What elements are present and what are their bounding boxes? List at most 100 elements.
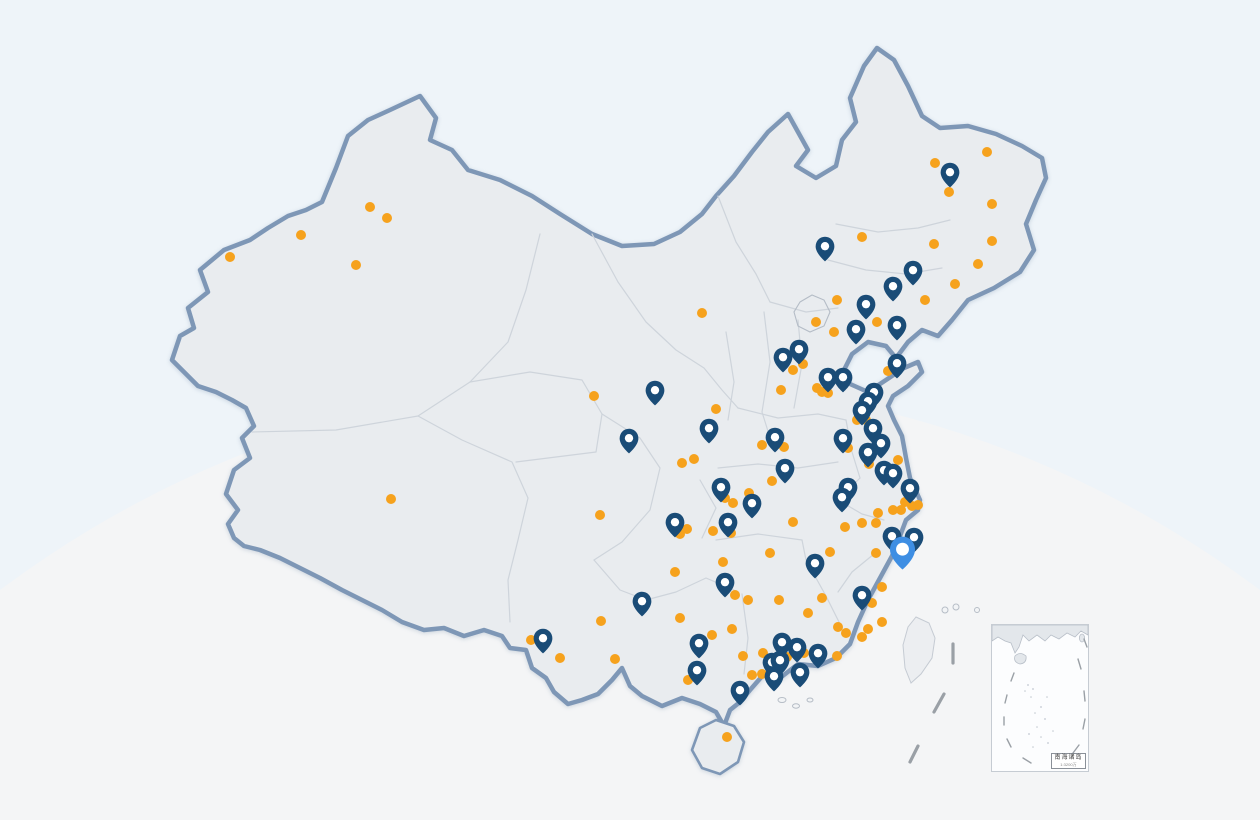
- location-pin[interactable]: [787, 637, 807, 663]
- location-pin[interactable]: [833, 428, 853, 454]
- city-dot[interactable]: [225, 252, 235, 262]
- city-dot[interactable]: [670, 567, 680, 577]
- location-pin[interactable]: [687, 660, 707, 686]
- location-pin[interactable]: [871, 433, 891, 459]
- city-dot[interactable]: [351, 260, 361, 270]
- city-dot[interactable]: [832, 295, 842, 305]
- city-dot[interactable]: [767, 476, 777, 486]
- city-dot[interactable]: [873, 508, 883, 518]
- city-dot[interactable]: [973, 259, 983, 269]
- city-dot[interactable]: [779, 442, 789, 452]
- city-dot[interactable]: [610, 654, 620, 664]
- city-dot[interactable]: [833, 622, 843, 632]
- city-dot[interactable]: [718, 557, 728, 567]
- city-dot[interactable]: [708, 526, 718, 536]
- city-dot[interactable]: [697, 308, 707, 318]
- city-dot[interactable]: [803, 608, 813, 618]
- location-pin[interactable]: [940, 162, 960, 188]
- city-dot[interactable]: [757, 440, 767, 450]
- city-dot[interactable]: [907, 501, 917, 511]
- city-dot[interactable]: [817, 387, 827, 397]
- city-dot[interactable]: [596, 616, 606, 626]
- location-pin[interactable]: [764, 666, 784, 692]
- location-pin[interactable]: [856, 294, 876, 320]
- location-pin[interactable]: [775, 458, 795, 484]
- city-dot[interactable]: [913, 500, 923, 510]
- city-dot[interactable]: [930, 158, 940, 168]
- location-pin[interactable]: [903, 260, 923, 286]
- location-pin[interactable]: [852, 400, 872, 426]
- city-dot[interactable]: [707, 630, 717, 640]
- city-dot[interactable]: [920, 295, 930, 305]
- location-pin[interactable]: [900, 478, 920, 504]
- location-pin[interactable]: [619, 428, 639, 454]
- city-dot[interactable]: [840, 522, 850, 532]
- city-dot[interactable]: [817, 593, 827, 603]
- city-dot[interactable]: [683, 675, 693, 685]
- city-dot[interactable]: [877, 582, 887, 592]
- city-dot[interactable]: [711, 404, 721, 414]
- city-dot[interactable]: [747, 670, 757, 680]
- city-dot[interactable]: [738, 651, 748, 661]
- city-dot[interactable]: [386, 494, 396, 504]
- city-dot[interactable]: [823, 388, 833, 398]
- city-dot[interactable]: [365, 202, 375, 212]
- city-dot[interactable]: [758, 648, 768, 658]
- city-dot[interactable]: [944, 187, 954, 197]
- city-dot[interactable]: [841, 628, 851, 638]
- city-dot[interactable]: [744, 488, 754, 498]
- location-pin[interactable]: [699, 418, 719, 444]
- location-pin[interactable]: [773, 347, 793, 373]
- location-pin[interactable]: [832, 487, 852, 513]
- location-pin[interactable]: [632, 591, 652, 617]
- city-dot[interactable]: [857, 632, 867, 642]
- city-dot[interactable]: [595, 510, 605, 520]
- city-dot[interactable]: [893, 455, 903, 465]
- city-dot[interactable]: [829, 327, 839, 337]
- city-dot[interactable]: [788, 517, 798, 527]
- city-dot[interactable]: [589, 391, 599, 401]
- city-dot[interactable]: [987, 199, 997, 209]
- city-dot[interactable]: [757, 669, 767, 679]
- location-pin[interactable]: [805, 553, 825, 579]
- city-dot[interactable]: [675, 529, 685, 539]
- city-dot[interactable]: [689, 454, 699, 464]
- city-dot[interactable]: [776, 385, 786, 395]
- city-dot[interactable]: [677, 458, 687, 468]
- city-dot[interactable]: [871, 548, 881, 558]
- city-dot[interactable]: [982, 147, 992, 157]
- city-dot[interactable]: [728, 498, 738, 508]
- city-dot[interactable]: [526, 635, 536, 645]
- city-dot[interactable]: [987, 236, 997, 246]
- location-pin[interactable]: [815, 236, 835, 262]
- city-dot[interactable]: [857, 518, 867, 528]
- city-dot[interactable]: [872, 317, 882, 327]
- location-pin[interactable]: [689, 633, 709, 659]
- city-dot[interactable]: [675, 613, 685, 623]
- city-dot[interactable]: [730, 590, 740, 600]
- city-dot[interactable]: [798, 359, 808, 369]
- selected-location-pin[interactable]: [889, 536, 916, 570]
- city-dot[interactable]: [825, 547, 835, 557]
- location-pin[interactable]: [883, 463, 903, 489]
- city-dot[interactable]: [883, 366, 893, 376]
- city-dot[interactable]: [296, 230, 306, 240]
- city-dot[interactable]: [900, 497, 910, 507]
- location-pin[interactable]: [718, 512, 738, 538]
- location-pin[interactable]: [765, 427, 785, 453]
- location-pin[interactable]: [818, 367, 838, 393]
- location-pin[interactable]: [730, 680, 750, 706]
- city-dot[interactable]: [867, 598, 877, 608]
- city-dot[interactable]: [765, 548, 775, 558]
- city-dot[interactable]: [888, 505, 898, 515]
- city-dot[interactable]: [832, 651, 842, 661]
- city-dot[interactable]: [877, 617, 887, 627]
- location-pin[interactable]: [858, 442, 878, 468]
- location-pin[interactable]: [789, 339, 809, 365]
- city-dot[interactable]: [682, 524, 692, 534]
- city-dot[interactable]: [382, 213, 392, 223]
- city-dot[interactable]: [863, 624, 873, 634]
- city-dot[interactable]: [555, 653, 565, 663]
- location-pin[interactable]: [887, 353, 907, 379]
- city-dot[interactable]: [896, 505, 906, 515]
